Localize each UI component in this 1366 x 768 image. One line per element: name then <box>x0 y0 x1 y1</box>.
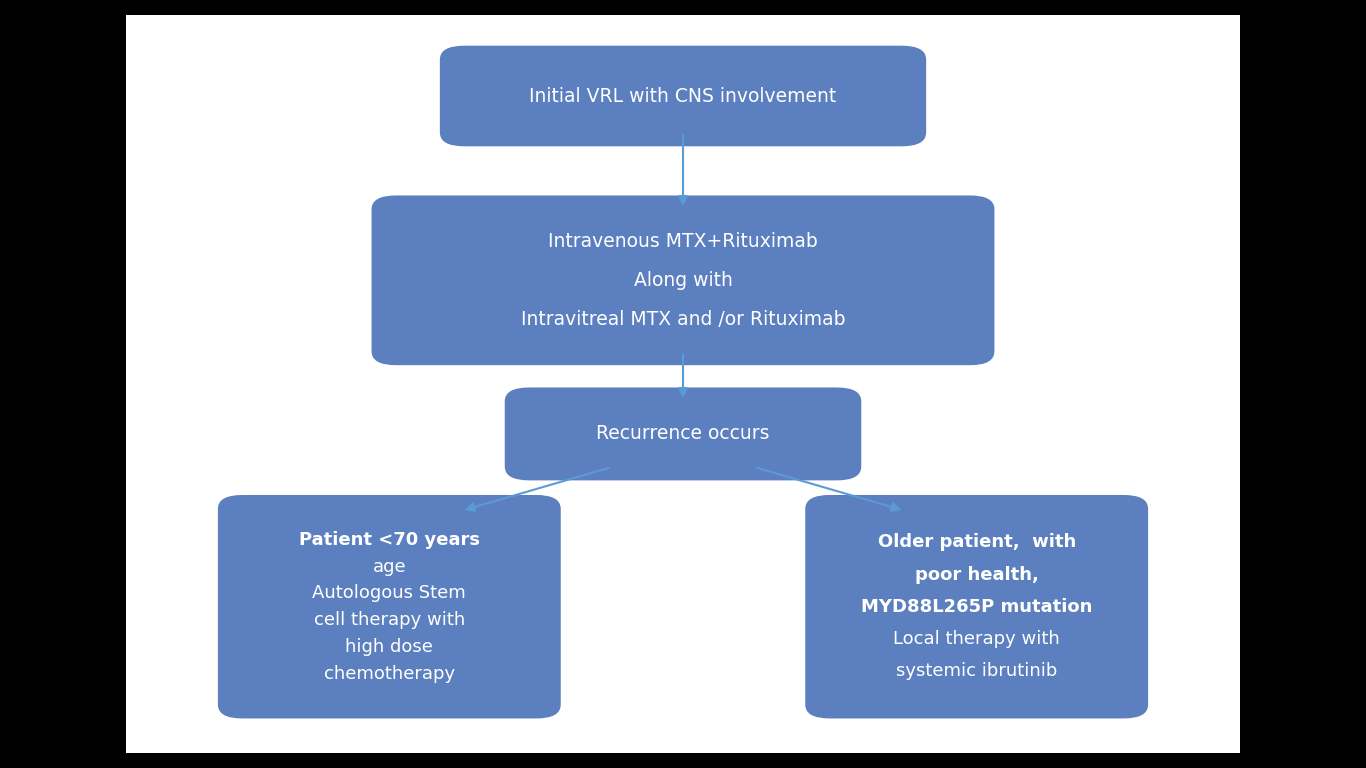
Text: MYD88L265P mutation: MYD88L265P mutation <box>861 598 1093 616</box>
Text: Intravenous MTX+Rituximab: Intravenous MTX+Rituximab <box>548 232 818 251</box>
Text: Along with: Along with <box>634 271 732 290</box>
Text: Intravitreal MTX and /or Rituximab: Intravitreal MTX and /or Rituximab <box>520 310 846 329</box>
Text: age: age <box>373 558 406 575</box>
FancyBboxPatch shape <box>219 495 560 719</box>
Text: high dose: high dose <box>346 638 433 656</box>
FancyBboxPatch shape <box>440 46 926 146</box>
FancyBboxPatch shape <box>505 388 862 481</box>
Text: Recurrence occurs: Recurrence occurs <box>596 425 770 443</box>
Text: Patient <70 years: Patient <70 years <box>299 531 479 549</box>
Text: Autologous Stem: Autologous Stem <box>313 584 466 602</box>
Text: cell therapy with: cell therapy with <box>314 611 464 629</box>
FancyBboxPatch shape <box>805 495 1147 719</box>
Text: systemic ibrutinib: systemic ibrutinib <box>896 662 1057 680</box>
FancyBboxPatch shape <box>126 15 1240 753</box>
Text: chemotherapy: chemotherapy <box>324 664 455 683</box>
Text: Local therapy with: Local therapy with <box>893 630 1060 648</box>
Text: poor health,: poor health, <box>915 565 1038 584</box>
Text: Initial VRL with CNS involvement: Initial VRL with CNS involvement <box>530 87 836 105</box>
FancyBboxPatch shape <box>372 196 994 366</box>
Text: Older patient,  with: Older patient, with <box>877 534 1076 551</box>
